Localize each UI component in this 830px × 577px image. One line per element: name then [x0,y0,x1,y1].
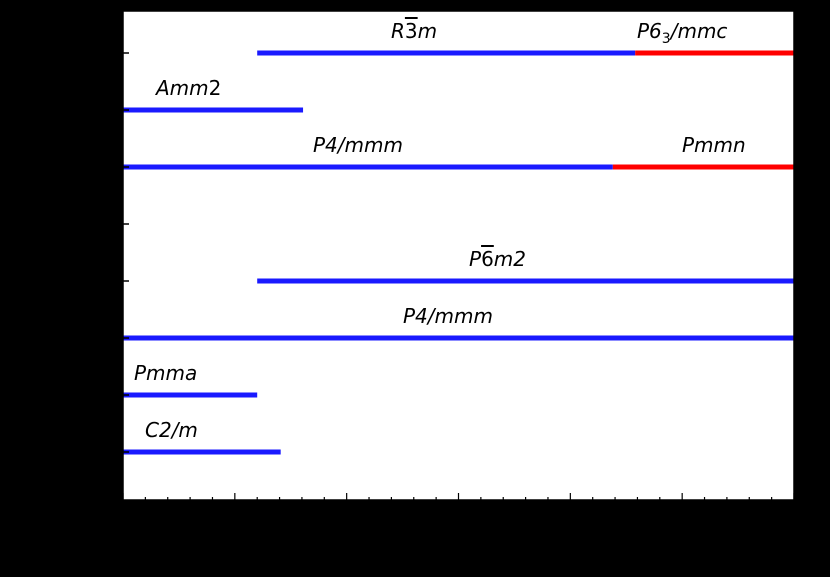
phase-label: P6m2 [469,247,526,271]
phase-label: Pmmn [682,133,746,157]
phase-label: P63/mmc [637,19,727,47]
phase-label: P4/mmm [313,133,403,157]
range-bars [123,50,794,455]
phase-label: Pmma [134,361,197,385]
phase-labels: R3m P63/mmc Amm2 P4/mmm Pmmn P6m2 P4/mmm Pmma C2… [134,19,746,442]
phase-label: C2/m [145,418,198,442]
phase-label: P4/mmm [403,304,493,328]
phase-label: R3m [391,19,437,43]
phase-label: Amm2 [154,76,221,100]
plot-frame [122,10,795,501]
plot-area [123,11,794,500]
